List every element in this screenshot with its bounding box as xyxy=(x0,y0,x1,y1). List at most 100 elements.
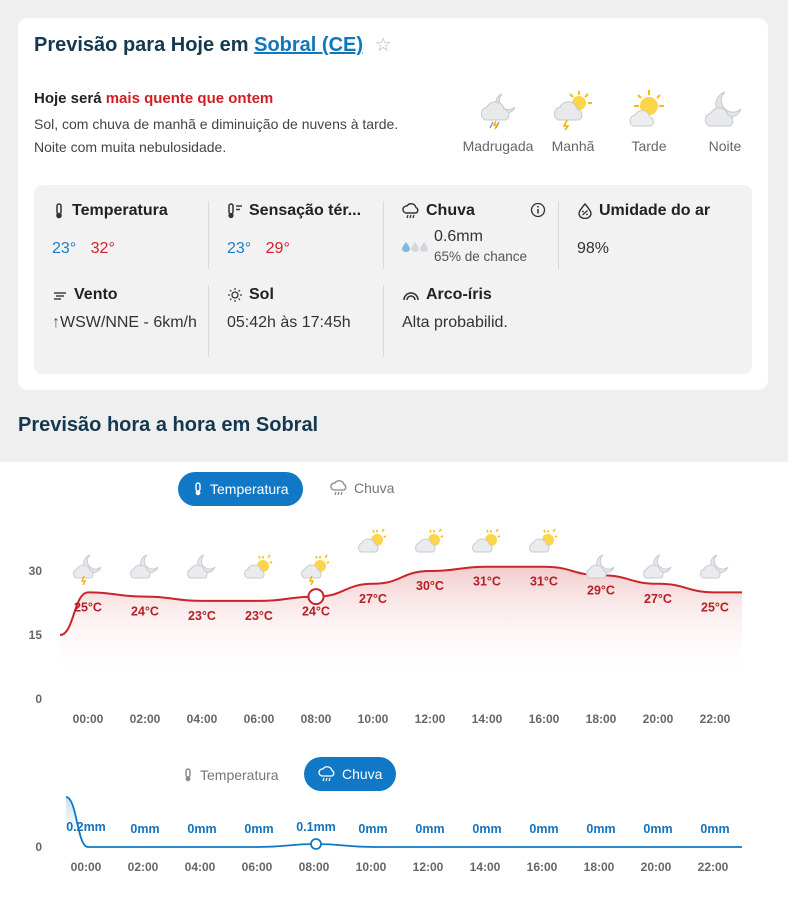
cloud-shape xyxy=(187,564,208,579)
sun-ray xyxy=(429,529,432,533)
y-tick-label: 0 xyxy=(35,692,42,706)
stats-panel: Temperatura 23° 32° Sensação tér... 23° … xyxy=(34,185,752,374)
temperature-data-label: 25°C xyxy=(74,600,102,614)
rain-data-label: 0mm xyxy=(472,822,501,836)
cloud-shape xyxy=(301,564,322,579)
moon-cloud-icon xyxy=(187,554,216,579)
tab-rain[interactable]: Chuva xyxy=(316,471,408,505)
night-cloud-rain-icon xyxy=(73,554,102,586)
sun-ray xyxy=(258,555,261,559)
sun-ray xyxy=(554,535,558,538)
sun-cloud-icon xyxy=(415,528,444,553)
info-icon[interactable] xyxy=(530,202,546,218)
sun-cloud-icon xyxy=(472,528,501,553)
temperature-data-label: 29°C xyxy=(587,583,615,597)
stat-label: Sensação tér... xyxy=(249,202,362,219)
x-tick-label: 04:00 xyxy=(185,860,216,874)
divider xyxy=(383,201,384,269)
divider xyxy=(383,285,384,357)
x-tick-label: 06:00 xyxy=(244,712,275,726)
stat-temperature: Temperatura 23° 32° xyxy=(52,202,220,258)
sun-value: 05:42h às 17:45h xyxy=(227,314,351,331)
rain-data-label: 0mm xyxy=(187,822,216,836)
divider xyxy=(208,201,209,269)
period-madrugada: Madrugada xyxy=(458,90,538,154)
temperature-data-label: 31°C xyxy=(530,575,558,589)
x-tick-label: 22:00 xyxy=(700,712,731,726)
sun-ray xyxy=(269,561,273,564)
period-noite: Noite xyxy=(685,90,765,154)
x-tick-label: 06:00 xyxy=(242,860,273,874)
wind-value: WSW/NNE - 6km/h xyxy=(60,314,197,331)
x-tick-label: 10:00 xyxy=(358,712,389,726)
rain-chance: 65% de chance xyxy=(434,249,528,264)
y-tick-label: 30 xyxy=(29,564,43,578)
sun-cloud-storm-icon xyxy=(301,554,330,586)
temperature-line xyxy=(59,565,742,636)
drop-icon xyxy=(411,242,419,252)
divider xyxy=(208,285,209,357)
temperature-data-label: 27°C xyxy=(359,592,387,606)
sun-ray xyxy=(440,535,444,538)
rain-data-label: 0mm xyxy=(586,822,615,836)
tab-label: Temperatura xyxy=(210,481,289,497)
hourly-section-title: Previsão hora a hora em Sobral xyxy=(18,414,319,436)
sun-ray xyxy=(315,555,318,559)
rain-data-label: 0.2mm xyxy=(66,820,106,834)
sun-cloud-icon xyxy=(358,528,387,553)
cloud-shape xyxy=(586,564,607,579)
star-icon[interactable]: ☆ xyxy=(374,35,392,56)
sun-cloud-icon xyxy=(529,528,558,553)
cloud-shape xyxy=(244,564,265,579)
wind-direction-arrow: ↑ xyxy=(52,314,60,331)
rain-data-label: 0mm xyxy=(643,822,672,836)
today-highlight: mais quente que ontem xyxy=(105,90,274,107)
rain-data-label: 0.1mm xyxy=(296,820,336,834)
period-tarde: Tarde xyxy=(609,90,689,154)
x-tick-label: 02:00 xyxy=(128,860,159,874)
x-tick-label: 04:00 xyxy=(187,712,218,726)
temperature-min: 23° xyxy=(52,240,77,257)
rain-data-label: 0mm xyxy=(358,822,387,836)
today-forecast-card: Previsão para Hoje em Sobral (CE) ☆ Hoje… xyxy=(18,18,768,390)
tab-rain-secondary[interactable]: Chuva xyxy=(304,757,397,791)
sun-ray xyxy=(497,535,501,538)
stat-label: Sol xyxy=(249,286,274,303)
period-label: Tarde xyxy=(631,138,667,154)
cloud-shape xyxy=(130,564,151,579)
card-title: Previsão para Hoje em Sobral (CE) ☆ xyxy=(34,34,392,57)
sun-ray xyxy=(486,529,489,533)
rain-level-drops xyxy=(402,242,428,252)
moon-cloud-icon xyxy=(700,554,729,579)
y-tick-label: 15 xyxy=(29,628,43,642)
x-tick-label: 22:00 xyxy=(698,860,729,874)
x-tick-label: 20:00 xyxy=(643,712,674,726)
tab-temperature[interactable]: Temperatura xyxy=(178,472,303,506)
rain-cloud-icon xyxy=(318,766,335,782)
stat-label: Temperatura xyxy=(72,202,168,219)
stat-rainbow: Arco-íris Alta probabilid. xyxy=(402,286,570,334)
hourly-forecast: 0 15 30 25°C 00:00 24°C 02:00 23°C 04:00 23°C 06:0… xyxy=(0,462,788,922)
sun-icon xyxy=(228,288,242,302)
sun-ray xyxy=(552,528,556,533)
wind-icon xyxy=(54,292,66,300)
stat-humidity: Umidade do ar 98% xyxy=(577,202,745,258)
bolt-shape xyxy=(308,575,315,586)
x-tick-label: 18:00 xyxy=(586,712,617,726)
sun-ray xyxy=(267,554,271,559)
x-tick-label: 20:00 xyxy=(641,860,672,874)
sun-ray xyxy=(438,528,442,533)
x-tick-label: 02:00 xyxy=(130,712,161,726)
sun-ray xyxy=(543,529,546,533)
stat-feels-like: Sensação tér... 23° 29° xyxy=(227,202,395,258)
rain-point xyxy=(310,838,322,850)
sun-cloud-icon xyxy=(244,554,273,579)
feels-like-icon xyxy=(228,203,242,219)
temperature-data-label: 23°C xyxy=(245,609,273,623)
tab-temperature-secondary[interactable]: Temperatura xyxy=(168,758,293,792)
day-periods: Madrugada Manhã Tarde Noite xyxy=(436,90,746,180)
divider xyxy=(558,201,559,269)
city-link[interactable]: Sobral (CE) xyxy=(254,34,364,56)
thermometer-icon xyxy=(195,482,201,496)
sun-ray xyxy=(326,561,330,564)
